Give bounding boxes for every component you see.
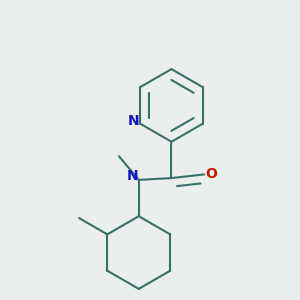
Text: N: N — [127, 169, 139, 183]
Text: O: O — [206, 167, 218, 182]
Text: N: N — [128, 114, 140, 128]
